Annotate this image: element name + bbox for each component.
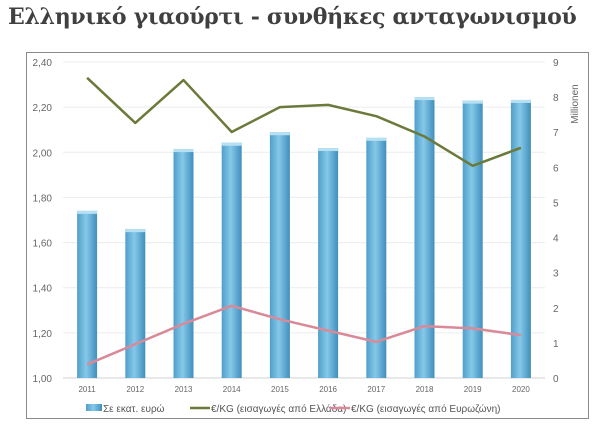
left-tick-label: 1,80 [33,193,53,204]
right-tick-label: 1 [553,339,559,350]
x-tick-label: 2017 [367,385,385,394]
bar-2011 [77,210,98,378]
legend-label: €/KG (εισαγωγές από Ελλάδα) [211,403,346,415]
left-tick-label: 2,20 [33,103,53,114]
bar-2018 [414,97,435,378]
bar-cap [269,132,290,136]
chart-frame [26,52,589,419]
x-tick-label: 2016 [319,385,337,394]
bar-2012 [125,229,146,378]
bar-cap [77,210,98,214]
left-tick-label: 1,00 [33,374,53,385]
x-tick-label: 2013 [175,385,193,394]
right-tick-label: 9 [553,58,559,69]
chart-title: Ελληνικό γιαούρτι - συνθήκες ανταγωνισμο… [8,4,577,30]
legend-swatch-bar [86,404,102,411]
bar-cap [318,148,339,152]
bar-2013 [173,149,194,378]
bar-2017 [366,137,387,378]
bar-cap [366,137,387,141]
right-tick-label: 2 [553,304,559,315]
x-tick-label: 2014 [223,385,241,394]
right-tick-label: 3 [553,269,559,280]
x-tick-label: 2019 [464,385,482,394]
left-tick-label: 2,40 [33,58,53,69]
bar-2015 [269,132,290,378]
right-tick-label: 7 [553,128,559,139]
left-tick-label: 1,40 [33,284,53,295]
left-tick-label: 2,00 [33,148,53,159]
bar-2019 [462,100,483,378]
right-axis-label: Millionen [570,84,581,123]
bar-cap [125,229,146,233]
bar-cap [221,142,242,146]
bar-cap [173,149,194,153]
bar-2016 [318,148,339,378]
x-tick-label: 2015 [271,385,289,394]
line-greece [86,76,522,168]
right-tick-label: 6 [553,163,559,174]
x-tick-label: 2011 [78,385,96,394]
bar-2020 [510,99,531,379]
x-tick-label: 2018 [416,385,434,394]
right-tick-label: 0 [553,374,559,385]
x-tick-label: 2020 [512,385,530,394]
x-tick-label: 2012 [126,385,144,394]
right-tick-label: 8 [553,93,559,104]
legend-label: Σε εκατ. ευρώ [103,403,165,415]
line-eurozone [86,304,522,366]
legend-label: €/KG (εισαγωγές από Ευρωζώνη) [351,403,501,415]
bar-cap [462,100,483,104]
bar-cap [414,97,435,101]
right-tick-label: 4 [553,234,559,245]
right-tick-label: 5 [553,198,559,209]
left-tick-label: 1,20 [33,329,53,340]
bar-cap [510,99,531,103]
left-tick-label: 1,60 [33,239,53,250]
bar-2014 [221,142,242,378]
